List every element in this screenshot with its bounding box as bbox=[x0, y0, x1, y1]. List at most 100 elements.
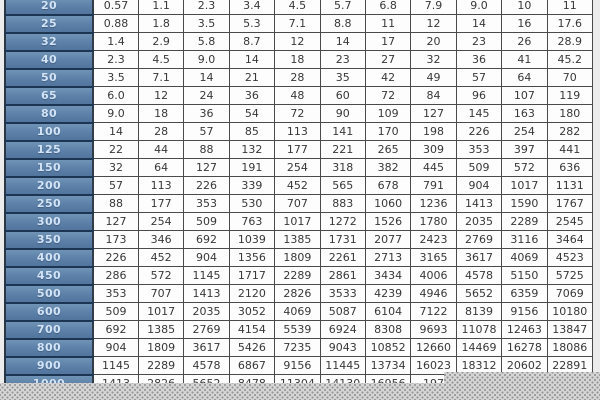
table-cell: 64 bbox=[501, 68, 548, 87]
table-cell: 36 bbox=[455, 50, 503, 69]
table-cell: 763 bbox=[228, 212, 276, 231]
table-cell: 6.8 bbox=[364, 0, 412, 15]
table-cell: 23 bbox=[319, 50, 366, 69]
table-cell: 10852 bbox=[364, 338, 412, 357]
table-cell: 382 bbox=[364, 158, 412, 177]
table-row: 200 57 113 226 339 452 565 678 791 904 1017 1131 bbox=[4, 175, 594, 196]
table-cell: 2289 bbox=[137, 356, 185, 375]
table-cell: 5.8 bbox=[183, 32, 230, 51]
table-cell: 1272 bbox=[319, 212, 366, 231]
table-row: 65 6.0 12 24 36 48 60 72 84 96 107 119 bbox=[4, 85, 594, 106]
table-cell: 18312 bbox=[455, 356, 503, 375]
table-cell: 318 bbox=[319, 158, 366, 177]
table-cell: 28 bbox=[274, 68, 321, 87]
table-cell: 9156 bbox=[274, 356, 321, 375]
table-cell: 452 bbox=[137, 248, 185, 267]
table-cell: 109 bbox=[364, 104, 412, 123]
row-header-cell: 400 bbox=[4, 247, 94, 268]
table-row: 350 173 346 692 1039 1385 1731 2077 2423 2769 3116… bbox=[4, 229, 594, 250]
table-cell: 14 bbox=[228, 50, 276, 69]
table-cell: 572 bbox=[137, 266, 185, 285]
row-header-cell: 65 bbox=[4, 85, 94, 106]
table-cell: 7122 bbox=[410, 302, 457, 321]
table-cell bbox=[501, 374, 548, 383]
row-header-cell: 450 bbox=[4, 265, 94, 286]
row-header-cell: 300 bbox=[4, 211, 94, 232]
table-cell: 6924 bbox=[319, 320, 366, 339]
table-cell: 32 bbox=[92, 158, 139, 177]
table-cell: 1413 bbox=[92, 374, 139, 383]
table-cell: 9.0 bbox=[183, 50, 230, 69]
table-cell: 1060 bbox=[364, 194, 412, 213]
table-cell: 3434 bbox=[364, 266, 412, 285]
table-cell: 88 bbox=[92, 194, 139, 213]
table-cell: 1809 bbox=[274, 248, 321, 267]
table-cell: 127 bbox=[183, 158, 230, 177]
table-cell: 177 bbox=[274, 140, 321, 159]
table-cell: 1385 bbox=[274, 230, 321, 249]
table-row: 700 692 1385 2769 4154 5539 6924 8308 9693 11078 1… bbox=[4, 319, 594, 340]
table-cell: 90 bbox=[319, 104, 366, 123]
table-cell: 2769 bbox=[455, 230, 503, 249]
table-cell: 509 bbox=[92, 302, 139, 321]
table-cell: 3052 bbox=[228, 302, 276, 321]
table-cell: 4006 bbox=[410, 266, 457, 285]
table-cell: 16 bbox=[501, 14, 548, 33]
table-cell: 57 bbox=[92, 176, 139, 195]
table-cell bbox=[546, 374, 594, 383]
table-cell: 20602 bbox=[501, 356, 548, 375]
table-cell: 14130 bbox=[319, 374, 366, 383]
table-cell: 9693 bbox=[410, 320, 457, 339]
table-cell: 49 bbox=[410, 68, 457, 87]
table-cell: 2261 bbox=[319, 248, 366, 267]
table-cell: 7069 bbox=[546, 284, 594, 303]
table-body: 20 0.57 1.1 2.3 3.4 4.5 5.7 6.8 7.9 9.0 10 11 25 0.88… bbox=[4, 0, 594, 383]
table-cell: 1731 bbox=[319, 230, 366, 249]
table-cell: 707 bbox=[137, 284, 185, 303]
table-cell: 282 bbox=[546, 122, 594, 141]
table-cell: 17 bbox=[364, 32, 412, 51]
table-cell: 35 bbox=[319, 68, 366, 87]
table-cell: 309 bbox=[410, 140, 457, 159]
table-cell: 72 bbox=[364, 86, 412, 105]
table-cell: 3464 bbox=[546, 230, 594, 249]
table-cell: 226 bbox=[92, 248, 139, 267]
table-cell: 254 bbox=[137, 212, 185, 231]
table-cell: 1780 bbox=[410, 212, 457, 231]
table-cell: 170 bbox=[364, 122, 412, 141]
table-cell: 11304 bbox=[274, 374, 321, 383]
table-cell: 1145 bbox=[183, 266, 230, 285]
table-cell: 22891 bbox=[546, 356, 594, 375]
table-cell: 14 bbox=[455, 14, 503, 33]
table-cell: 254 bbox=[274, 158, 321, 177]
table-cell: 9.0 bbox=[92, 104, 139, 123]
row-header-cell: 900 bbox=[4, 355, 94, 376]
table-cell: 4069 bbox=[274, 302, 321, 321]
table-cell: 24 bbox=[183, 86, 230, 105]
table-cell: 14 bbox=[183, 68, 230, 87]
table-cell: 692 bbox=[92, 320, 139, 339]
table-cell: 3.4 bbox=[228, 0, 276, 15]
table-cell: 4946 bbox=[410, 284, 457, 303]
table-row: 1000 1413 2826 5652 8478 11304 14130 16956 197 bbox=[4, 373, 594, 383]
table-cell: 1.1 bbox=[137, 0, 185, 15]
table-cell: 221 bbox=[319, 140, 366, 159]
table-cell: 23 bbox=[455, 32, 503, 51]
table-cell: 84 bbox=[410, 86, 457, 105]
table-cell: 127 bbox=[410, 104, 457, 123]
table-cell: 5426 bbox=[228, 338, 276, 357]
table-cell: 339 bbox=[228, 176, 276, 195]
table-cell: 1356 bbox=[228, 248, 276, 267]
table-cell: 26 bbox=[501, 32, 548, 51]
table-cell: 2826 bbox=[274, 284, 321, 303]
table-cell: 64 bbox=[137, 158, 185, 177]
table-cell: 397 bbox=[501, 140, 548, 159]
table-row: 80 9.0 18 36 54 72 90 109 127 145 163 180 bbox=[4, 103, 594, 124]
table-cell: 2035 bbox=[183, 302, 230, 321]
table-row: 125 22 44 88 132 177 221 265 309 353 397 441 bbox=[4, 139, 594, 160]
table-cell: 1526 bbox=[364, 212, 412, 231]
table-row: 300 127 254 509 763 1017 1272 1526 1780 2035 2289 2… bbox=[4, 211, 594, 232]
table-cell: 2.3 bbox=[92, 50, 139, 69]
table-cell: 2423 bbox=[410, 230, 457, 249]
